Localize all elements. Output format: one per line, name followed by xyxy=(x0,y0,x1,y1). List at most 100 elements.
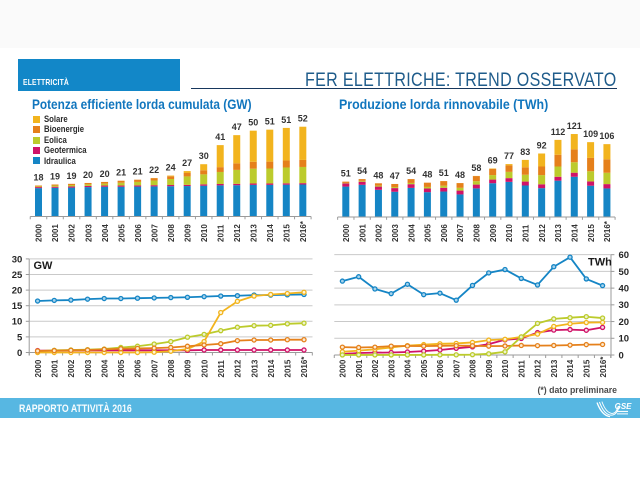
svg-text:2003: 2003 xyxy=(391,224,400,242)
svg-text:2013: 2013 xyxy=(250,359,259,377)
svg-text:2007: 2007 xyxy=(456,224,465,242)
svg-text:10: 10 xyxy=(619,334,630,345)
svg-text:30: 30 xyxy=(12,254,23,265)
svg-text:GSE: GSE xyxy=(615,402,633,411)
svg-text:106: 106 xyxy=(599,131,614,141)
svg-text:2015: 2015 xyxy=(283,224,292,242)
svg-text:2006: 2006 xyxy=(436,359,445,377)
svg-text:50: 50 xyxy=(248,118,258,128)
svg-text:58: 58 xyxy=(471,163,481,173)
svg-text:27: 27 xyxy=(182,158,192,168)
svg-text:2009: 2009 xyxy=(485,359,494,377)
svg-text:121: 121 xyxy=(567,121,582,131)
svg-text:77: 77 xyxy=(504,151,514,161)
svg-text:30: 30 xyxy=(619,300,630,311)
svg-text:10: 10 xyxy=(12,317,23,328)
svg-text:2011: 2011 xyxy=(217,360,226,378)
svg-text:2014: 2014 xyxy=(570,224,579,242)
svg-text:2003: 2003 xyxy=(387,359,396,377)
svg-text:54: 54 xyxy=(357,166,367,176)
svg-text:48: 48 xyxy=(422,170,432,180)
svg-text:51: 51 xyxy=(439,168,449,178)
svg-text:47: 47 xyxy=(232,122,242,132)
svg-text:2014: 2014 xyxy=(266,224,275,242)
svg-text:48: 48 xyxy=(373,170,383,180)
svg-text:2010: 2010 xyxy=(200,359,209,377)
svg-text:2010: 2010 xyxy=(501,359,510,377)
svg-text:2004: 2004 xyxy=(101,224,110,242)
svg-text:25: 25 xyxy=(12,270,23,281)
svg-text:2000: 2000 xyxy=(342,224,351,242)
svg-text:2016*: 2016* xyxy=(603,220,612,242)
svg-text:2002: 2002 xyxy=(67,359,76,377)
svg-text:2013: 2013 xyxy=(550,359,559,377)
svg-text:2011: 2011 xyxy=(216,224,225,242)
svg-text:2010: 2010 xyxy=(200,224,209,242)
svg-text:2012: 2012 xyxy=(534,359,543,377)
svg-text:2001: 2001 xyxy=(51,224,60,242)
svg-text:2004: 2004 xyxy=(404,359,413,377)
svg-text:2016*: 2016* xyxy=(300,356,309,378)
svg-text:2000: 2000 xyxy=(34,359,43,377)
svg-text:19: 19 xyxy=(50,172,60,182)
svg-text:2012: 2012 xyxy=(538,224,547,242)
svg-text:2011: 2011 xyxy=(522,224,531,242)
svg-text:2002: 2002 xyxy=(375,224,384,242)
svg-text:92: 92 xyxy=(537,141,547,151)
svg-text:2007: 2007 xyxy=(150,224,159,242)
svg-text:48: 48 xyxy=(455,170,465,180)
svg-text:0: 0 xyxy=(17,348,22,359)
svg-text:2015: 2015 xyxy=(284,359,293,377)
svg-text:2005: 2005 xyxy=(420,359,429,377)
svg-text:GW: GW xyxy=(34,260,54,272)
svg-text:2011: 2011 xyxy=(517,360,526,378)
svg-text:2014: 2014 xyxy=(566,359,575,377)
svg-text:20: 20 xyxy=(100,169,110,179)
svg-text:(*) dato preliminare: (*) dato preliminare xyxy=(538,385,617,395)
svg-text:2012: 2012 xyxy=(234,359,243,377)
svg-text:2008: 2008 xyxy=(167,224,176,242)
svg-text:2016*: 2016* xyxy=(599,356,608,378)
svg-text:24: 24 xyxy=(166,163,176,173)
svg-text:2016*: 2016* xyxy=(299,220,308,242)
svg-text:TWh: TWh xyxy=(588,257,612,269)
svg-text:0: 0 xyxy=(619,350,624,361)
svg-text:2008: 2008 xyxy=(469,359,478,377)
svg-text:54: 54 xyxy=(406,166,416,176)
svg-text:112: 112 xyxy=(551,127,566,137)
svg-text:2008: 2008 xyxy=(167,359,176,377)
svg-text:83: 83 xyxy=(520,147,530,157)
svg-text:2005: 2005 xyxy=(424,224,433,242)
svg-text:2006: 2006 xyxy=(440,224,449,242)
svg-text:2007: 2007 xyxy=(452,359,461,377)
svg-text:2002: 2002 xyxy=(68,224,77,242)
svg-text:2006: 2006 xyxy=(134,224,143,242)
svg-text:47: 47 xyxy=(390,171,400,181)
svg-text:5: 5 xyxy=(17,332,23,343)
svg-text:18: 18 xyxy=(33,173,43,183)
svg-text:40: 40 xyxy=(619,284,630,295)
svg-text:15: 15 xyxy=(12,301,23,312)
svg-text:41: 41 xyxy=(215,132,225,142)
svg-text:51: 51 xyxy=(281,115,291,125)
svg-text:2003: 2003 xyxy=(84,359,93,377)
svg-text:20: 20 xyxy=(619,317,630,328)
svg-text:52: 52 xyxy=(298,114,308,124)
svg-text:2000: 2000 xyxy=(35,224,44,242)
svg-text:2007: 2007 xyxy=(150,359,159,377)
svg-text:2012: 2012 xyxy=(233,224,242,242)
svg-text:2001: 2001 xyxy=(355,359,364,377)
svg-text:2005: 2005 xyxy=(117,359,126,377)
svg-text:60: 60 xyxy=(619,250,630,261)
svg-text:21: 21 xyxy=(133,167,143,177)
svg-text:2009: 2009 xyxy=(183,224,192,242)
svg-text:2008: 2008 xyxy=(473,224,482,242)
svg-text:2003: 2003 xyxy=(84,224,93,242)
svg-text:51: 51 xyxy=(265,117,275,127)
svg-text:2005: 2005 xyxy=(117,224,126,242)
svg-text:22: 22 xyxy=(149,165,159,175)
svg-text:2000: 2000 xyxy=(339,359,348,377)
svg-text:20: 20 xyxy=(83,170,93,180)
svg-text:2001: 2001 xyxy=(50,359,59,377)
svg-text:2013: 2013 xyxy=(249,224,258,242)
